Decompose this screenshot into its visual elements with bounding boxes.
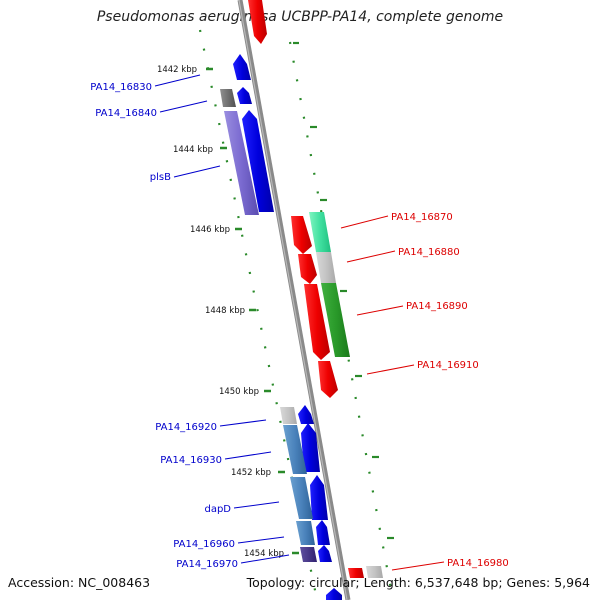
tick-label-1450: 1450 kbp: [219, 387, 259, 397]
tick-label-1452: 1452 kbp: [231, 468, 271, 478]
gene-label-pa14-16830: PA14_16830: [90, 82, 152, 93]
gene-label-pa14-16870: PA14_16870: [391, 212, 453, 223]
accession-label: Accession: NC_008463: [8, 575, 151, 590]
tick-marks: [206, 67, 299, 555]
gene-pa14-16960-arrow: [316, 520, 330, 545]
gene-label-pa14-16920: PA14_16920: [155, 422, 217, 433]
gene-plsb-arrow: [242, 110, 274, 212]
gene-16840-dark: [220, 89, 236, 107]
gene-label-pa14-16970: PA14_16970: [176, 559, 238, 570]
tick-label-1446: 1446 kbp: [190, 225, 230, 235]
gene-pa14-16890-arrow: [304, 284, 330, 360]
tick-label-1444: 1444 kbp: [173, 145, 213, 155]
left-label-lines: [154, 74, 290, 564]
gene-label-pa14-16930: PA14_16930: [160, 455, 222, 466]
forward-strand-genes: [291, 212, 350, 398]
gene-pa14-16870-arrow: [291, 216, 312, 254]
gene-pa14-16960-steel: [296, 521, 315, 545]
bottom-partial-genes: [326, 566, 383, 600]
gene-plsb-purple: [224, 111, 259, 215]
gene-pa14-16980-gray: [366, 566, 383, 578]
gene-pa14-16840-arrow: [237, 87, 252, 104]
gene-label-pa14-16880: PA14_16880: [398, 247, 460, 258]
genome-summary: Topology: circular; Length: 6,537,648 bp…: [246, 575, 590, 590]
gene-bottom-blue: [326, 588, 342, 600]
tick-label-1454: 1454 kbp: [244, 549, 284, 559]
right-label-lines: [340, 215, 445, 571]
left-gene-labels: PA14_16830 PA14_16840 plsB PA14_16920 PA…: [90, 82, 238, 570]
gene-pa14-16870-mint: [309, 212, 331, 252]
gene-pa14-16830-arrow: [233, 54, 251, 80]
left-guide-track: [198, 29, 318, 596]
gene-label-dapd: dapD: [204, 504, 231, 515]
tick-labels: 1442 kbp 1444 kbp 1446 kbp 1448 kbp 1450…: [157, 65, 284, 559]
gene-pa14-16880-arrow: [298, 254, 317, 284]
gene-pa14-16930-arrow: [301, 423, 320, 472]
gene-pa14-16890-green: [321, 283, 350, 357]
gene-dapd-arrow: [310, 475, 328, 520]
gene-pa14-16970-arrow: [318, 545, 332, 562]
tick-label-1448: 1448 kbp: [205, 306, 245, 316]
reverse-strand-genes: [220, 54, 274, 215]
right-gene-labels: PA14_16870 PA14_16880 PA14_16890 PA14_16…: [391, 212, 509, 569]
gene-pa14-16970-indigo: [300, 547, 317, 562]
gene-pa14-16920-arrow: [298, 405, 314, 424]
gene-pa14-16910-arrow: [318, 361, 338, 398]
gene-pa14-16930-steel: [283, 425, 307, 474]
gene-label-plsb: plsB: [150, 172, 171, 183]
map-title: Pseudomonas aeruginosa UCBPP-PA14, compl…: [96, 9, 504, 25]
gene-pa14-16920-gray: [280, 407, 297, 424]
gc-dashes: [293, 41, 394, 540]
gene-pa14-16980-red: [348, 568, 364, 578]
genome-backbone-highlight: [238, 0, 348, 600]
gene-label-pa14-16980: PA14_16980: [447, 558, 509, 569]
lower-reverse-genes: [280, 405, 332, 562]
gene-label-pa14-16890: PA14_16890: [406, 301, 468, 312]
gene-label-pa14-16840: PA14_16840: [95, 108, 157, 119]
gene-pa14-16880-gray: [316, 252, 336, 283]
gene-label-pa14-16910: PA14_16910: [417, 360, 479, 371]
tick-label-1442: 1442 kbp: [157, 65, 197, 75]
gene-label-pa14-16960: PA14_16960: [173, 539, 235, 550]
gene-dapd-steel: [290, 477, 313, 519]
genome-backbone: [237, 0, 351, 600]
gene-forward-partial-top: [248, 0, 267, 44]
